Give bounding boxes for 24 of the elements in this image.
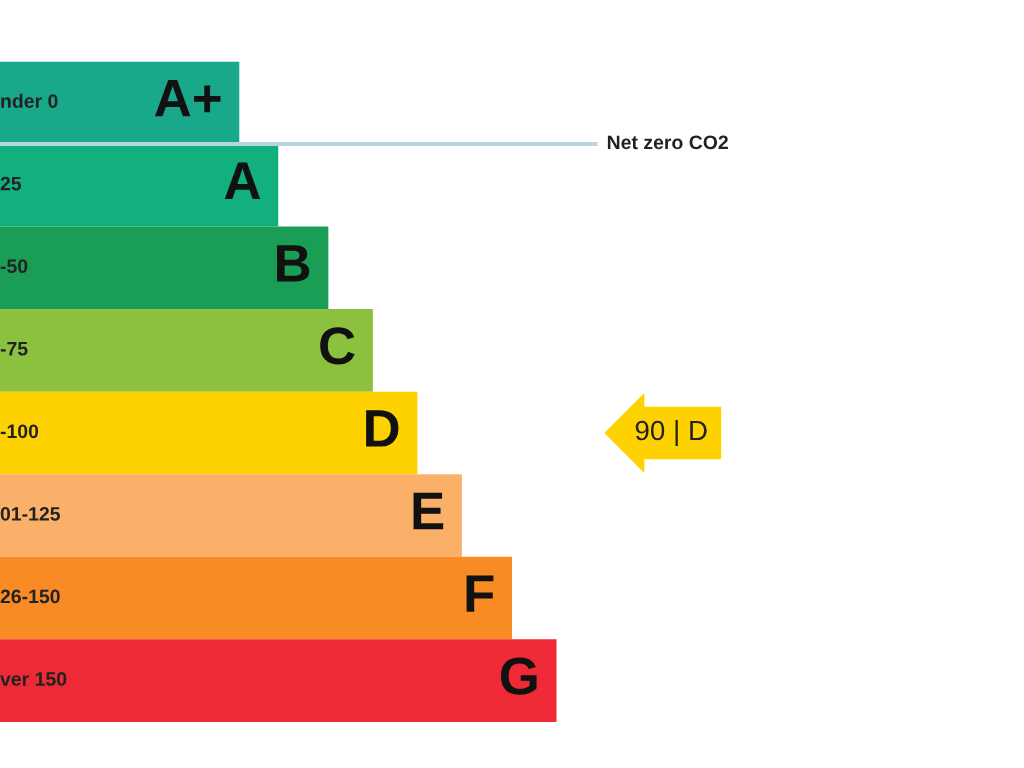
annotation: ver 150 <box>0 672 67 686</box>
annotation: -50 <box>0 259 28 274</box>
annotation: 26-150 <box>0 589 60 604</box>
annotation: -100 <box>0 424 39 439</box>
bar <box>0 226 329 310</box>
bar <box>0 391 418 475</box>
y-tick-label: F <box>466 575 494 612</box>
bar <box>0 474 462 557</box>
y-tick-label: A+ <box>154 80 221 117</box>
annotation: 25 <box>0 176 22 191</box>
bar <box>0 556 512 640</box>
text: 90 | D <box>635 419 707 446</box>
y-tick-label: E <box>413 492 444 530</box>
y-tick-label: A <box>224 162 261 199</box>
bar <box>0 309 373 392</box>
y-tick-label: B <box>277 245 310 282</box>
annotation: nder 0 <box>1 93 58 108</box>
annotation: 01-125 <box>0 506 60 521</box>
y-tick-label: G <box>500 657 537 695</box>
text: Net zero CO2 <box>607 135 728 150</box>
y-tick-label: C <box>320 327 355 365</box>
bar <box>0 639 557 722</box>
annotation: -75 <box>0 342 28 356</box>
y-tick-label: D <box>366 410 399 447</box>
